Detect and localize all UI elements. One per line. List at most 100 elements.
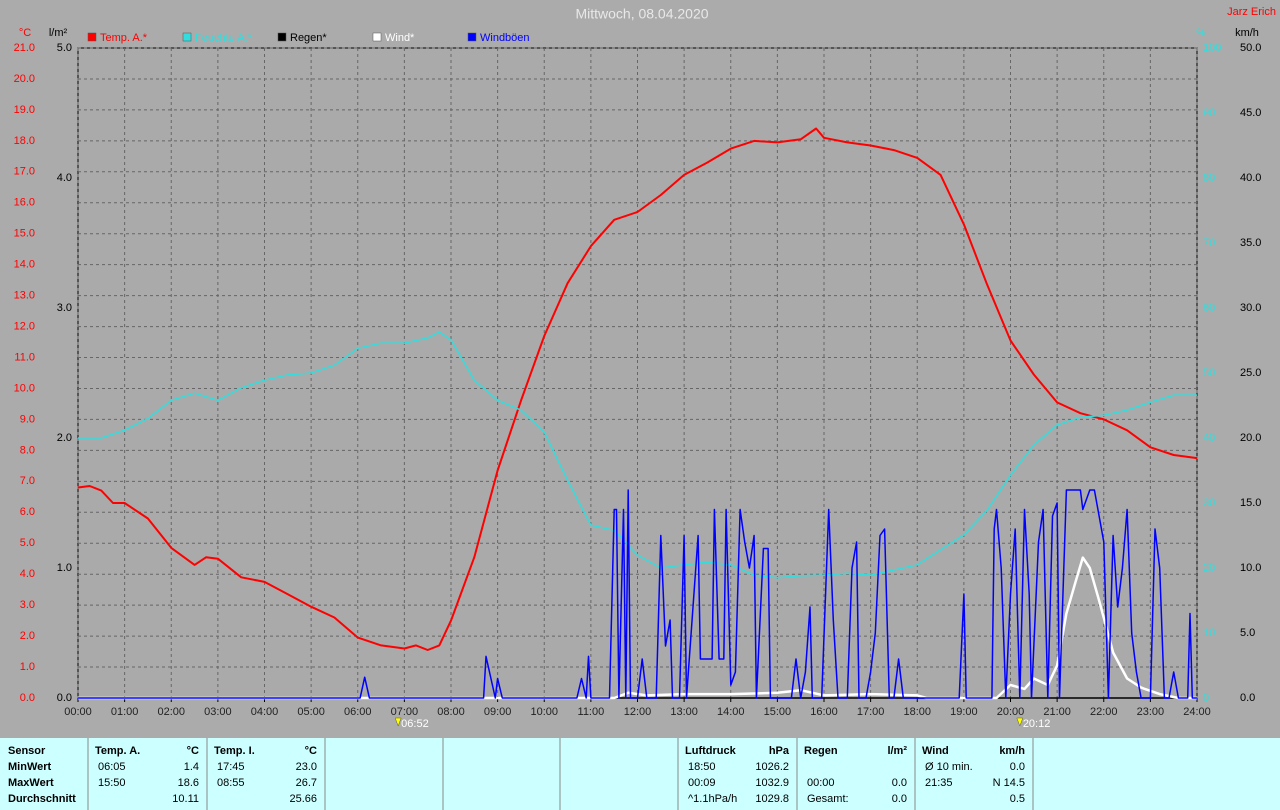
x-tick-label: 09:00 bbox=[484, 706, 512, 718]
legend-label: Wind* bbox=[385, 32, 415, 44]
y-tick-label: 19.0 bbox=[14, 104, 35, 116]
y-tick-label: 6.0 bbox=[20, 506, 35, 518]
y-tick-label: 90 bbox=[1203, 107, 1215, 119]
y-tick-label: 14.0 bbox=[14, 259, 35, 271]
stats-row-label: Sensor bbox=[8, 745, 46, 757]
y-tick-label: 30 bbox=[1203, 497, 1215, 509]
x-tick-label: 01:00 bbox=[111, 706, 139, 718]
stats-time: Gesamt: bbox=[807, 793, 849, 805]
x-tick-label: 12:00 bbox=[624, 706, 652, 718]
stats-value: 0.0 bbox=[892, 777, 907, 789]
stats-row-label: MaxWert bbox=[8, 777, 54, 789]
y-tick-label: 45.0 bbox=[1240, 107, 1261, 119]
y-tick-label: 0.0 bbox=[20, 692, 35, 704]
author: Jarz Erich bbox=[1227, 6, 1276, 18]
x-tick-label: 24:00 bbox=[1183, 706, 1211, 718]
y-tick-label: 9.0 bbox=[20, 413, 35, 425]
y-tick-label: 18.0 bbox=[14, 135, 35, 147]
stats-time: 00:00 bbox=[807, 777, 835, 789]
x-tick-label: 22:00 bbox=[1090, 706, 1118, 718]
stats-time: Ø 10 min. bbox=[925, 761, 973, 773]
series-line bbox=[78, 331, 1197, 579]
stats-row-label: Durchschnitt bbox=[8, 793, 76, 805]
sun-label: 06:52 bbox=[401, 718, 429, 730]
stats-header: Wind bbox=[922, 745, 949, 757]
stats-header: Temp. A. bbox=[95, 745, 140, 757]
y3-axis-unit: % bbox=[1196, 27, 1206, 39]
legend-swatch bbox=[277, 32, 287, 42]
stats-time: 08:55 bbox=[217, 777, 245, 789]
y-tick-label: 20 bbox=[1203, 562, 1215, 574]
stats-header: Regen bbox=[804, 745, 838, 757]
stats-time: 00:09 bbox=[688, 777, 716, 789]
y-tick-label: 2.0 bbox=[57, 432, 72, 444]
x-tick-label: 03:00 bbox=[204, 706, 232, 718]
legend-swatch bbox=[467, 32, 477, 42]
legend-label: Feuchte A.* bbox=[195, 32, 253, 44]
y-tick-label: 4.0 bbox=[57, 172, 72, 184]
y-tick-label: 16.0 bbox=[14, 197, 35, 209]
stats-time: ^1.1hPa/h bbox=[688, 793, 737, 805]
stats-value: 25.66 bbox=[289, 793, 317, 805]
y-tick-label: 40.0 bbox=[1240, 172, 1261, 184]
y-tick-label: 3.0 bbox=[20, 599, 35, 611]
y-tick-label: 80 bbox=[1203, 172, 1215, 184]
stats-unit: hPa bbox=[769, 745, 790, 757]
stats-value: 1029.8 bbox=[755, 793, 789, 805]
y-tick-label: 25.0 bbox=[1240, 367, 1261, 379]
series-line bbox=[77, 127, 1198, 651]
x-tick-label: 05:00 bbox=[297, 706, 325, 718]
x-tick-label: 14:00 bbox=[717, 706, 745, 718]
y-tick-label: 4.0 bbox=[20, 568, 35, 580]
stats-unit: °C bbox=[305, 745, 317, 757]
sun-label: 20:12 bbox=[1023, 718, 1051, 730]
legend-label: Windböen bbox=[480, 32, 530, 44]
y-tick-label: 10.0 bbox=[14, 382, 35, 394]
stats-time: 15:50 bbox=[98, 777, 126, 789]
stats-value: 0.0 bbox=[1010, 761, 1025, 773]
stats-dividers bbox=[87, 738, 1034, 810]
stats-time: 17:45 bbox=[217, 761, 245, 773]
y-tick-label: 5.0 bbox=[20, 537, 35, 549]
y-tick-label: 2.0 bbox=[20, 630, 35, 642]
x-tick-label: 21:00 bbox=[1043, 706, 1071, 718]
x-tick-label: 18:00 bbox=[903, 706, 931, 718]
y-tick-label: 1.0 bbox=[20, 661, 35, 673]
x-tick-label: 06:00 bbox=[344, 706, 372, 718]
y-tick-label: 1.0 bbox=[57, 562, 72, 574]
y-tick-label: 50 bbox=[1203, 367, 1215, 379]
stats-unit: l/m² bbox=[887, 745, 907, 757]
stats-header: Luftdruck bbox=[685, 745, 737, 757]
stats-value: 26.7 bbox=[296, 777, 317, 789]
y-axis-unit: °C bbox=[19, 27, 31, 39]
stats-unit: °C bbox=[187, 745, 199, 757]
y-tick-label: 7.0 bbox=[20, 475, 35, 487]
legend-label: Temp. A.* bbox=[100, 32, 148, 44]
x-tick-label: 10:00 bbox=[530, 706, 558, 718]
y-tick-label: 20.0 bbox=[1240, 432, 1261, 444]
x-tick-label: 08:00 bbox=[437, 706, 465, 718]
grid bbox=[77, 47, 1198, 699]
stats-row-label: MinWert bbox=[8, 761, 52, 773]
x-tick-label: 23:00 bbox=[1137, 706, 1165, 718]
legend-swatch bbox=[182, 32, 192, 42]
stats-value: 18.6 bbox=[178, 777, 199, 789]
stats-value: 1026.2 bbox=[755, 761, 789, 773]
series-line bbox=[78, 489, 1197, 699]
y4-axis-unit: km/h bbox=[1235, 27, 1259, 39]
x-tick-label: 11:00 bbox=[578, 706, 605, 718]
y-tick-label: 30.0 bbox=[1240, 302, 1261, 314]
series-line bbox=[78, 556, 1197, 700]
x-tick-label: 04:00 bbox=[251, 706, 279, 718]
stats-value: N 14.5 bbox=[993, 777, 1025, 789]
x-tick-label: 19:00 bbox=[950, 706, 978, 718]
y-tick-label: 35.0 bbox=[1240, 237, 1261, 249]
y-tick-label: 70 bbox=[1203, 237, 1215, 249]
stats-value: 1.4 bbox=[184, 761, 199, 773]
y-tick-label: 0.0 bbox=[57, 692, 72, 704]
y-tick-label: 20.0 bbox=[14, 73, 35, 85]
x-tick-label: 07:00 bbox=[391, 706, 419, 718]
y-tick-label: 0.0 bbox=[1240, 692, 1255, 704]
x-tick-label: 17:00 bbox=[857, 706, 885, 718]
